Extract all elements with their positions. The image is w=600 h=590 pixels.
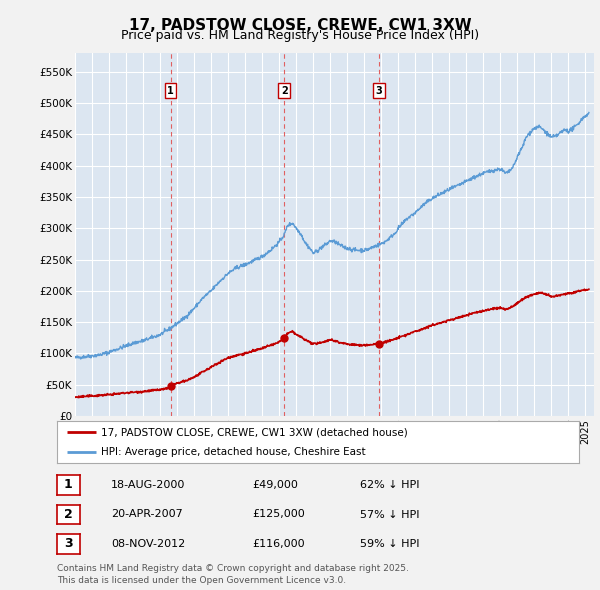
Text: 2: 2 (281, 86, 287, 96)
Text: 2: 2 (64, 508, 73, 521)
Text: 1: 1 (167, 86, 174, 96)
Text: £116,000: £116,000 (252, 539, 305, 549)
Text: 1: 1 (64, 478, 73, 491)
Text: 3: 3 (64, 537, 73, 550)
Text: 20-APR-2007: 20-APR-2007 (111, 510, 183, 519)
Text: 62% ↓ HPI: 62% ↓ HPI (360, 480, 419, 490)
Text: 17, PADSTOW CLOSE, CREWE, CW1 3XW (detached house): 17, PADSTOW CLOSE, CREWE, CW1 3XW (detac… (101, 427, 408, 437)
Text: Contains HM Land Registry data © Crown copyright and database right 2025.
This d: Contains HM Land Registry data © Crown c… (57, 565, 409, 585)
Text: HPI: Average price, detached house, Cheshire East: HPI: Average price, detached house, Ches… (101, 447, 366, 457)
Text: 18-AUG-2000: 18-AUG-2000 (111, 480, 185, 490)
Text: 57% ↓ HPI: 57% ↓ HPI (360, 510, 419, 519)
Text: 08-NOV-2012: 08-NOV-2012 (111, 539, 185, 549)
Text: 59% ↓ HPI: 59% ↓ HPI (360, 539, 419, 549)
Text: £49,000: £49,000 (252, 480, 298, 490)
Text: 17, PADSTOW CLOSE, CREWE, CW1 3XW: 17, PADSTOW CLOSE, CREWE, CW1 3XW (128, 18, 472, 32)
Text: £125,000: £125,000 (252, 510, 305, 519)
Text: 3: 3 (376, 86, 382, 96)
Text: Price paid vs. HM Land Registry's House Price Index (HPI): Price paid vs. HM Land Registry's House … (121, 30, 479, 42)
